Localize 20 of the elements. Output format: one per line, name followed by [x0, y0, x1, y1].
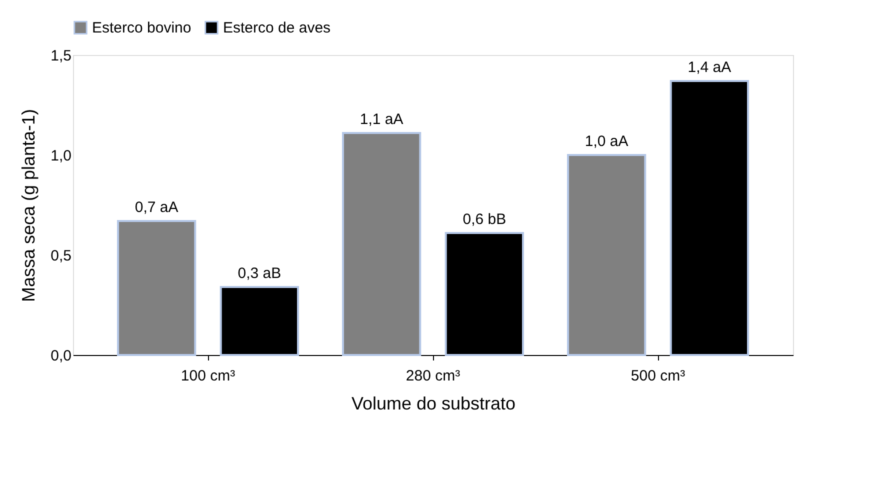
data-label: 1,0 aA: [584, 133, 628, 150]
data-label: 0,6 bB: [462, 211, 506, 228]
y-tick-label: 0,5: [50, 248, 72, 264]
y-tick-label: 1,0: [50, 148, 72, 164]
data-label: 0,7 aA: [134, 199, 178, 216]
data-label: 1,1 aA: [360, 111, 404, 128]
x-tick-label: 280 cm³: [406, 368, 460, 384]
data-label: 0,3 aB: [238, 265, 282, 282]
data-label: 1,4 aA: [688, 59, 732, 76]
y-axis-title: Massa seca (g planta-1): [18, 108, 39, 302]
x-tick-label: 100 cm³: [180, 368, 236, 384]
x-axis-title: Volume do substrato: [351, 394, 516, 414]
bar: [342, 132, 422, 356]
legend-label: Esterco bovino: [92, 20, 192, 37]
bar: [567, 154, 646, 356]
x-tick-label: 500 cm³: [630, 368, 686, 384]
y-tick-label: 0,0: [50, 348, 72, 364]
y-tick-label: 1,5: [50, 48, 72, 64]
bar: [117, 220, 196, 356]
legend-label: Esterco de aves: [223, 20, 331, 37]
